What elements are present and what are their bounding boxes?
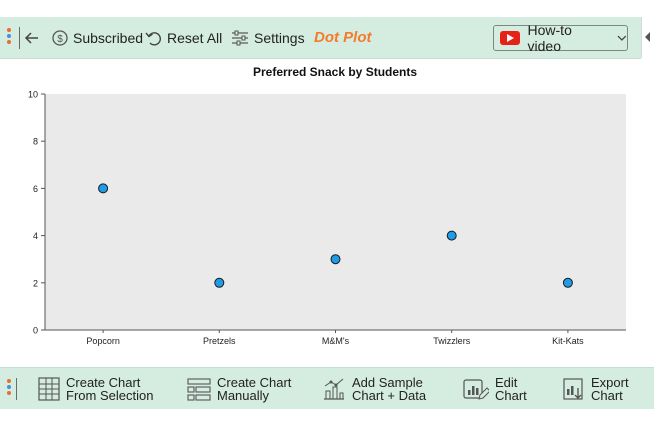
- settings-button[interactable]: Settings: [231, 17, 305, 58]
- y-tick-label: 0: [33, 326, 38, 336]
- export-chart-icon: [563, 377, 583, 400]
- data-point[interactable]: [214, 277, 225, 288]
- top-toolbar: $ Subscribed Reset All Settings Dot Plot…: [0, 17, 641, 59]
- y-tick-label: 10: [28, 90, 38, 100]
- form-list-icon: [187, 377, 211, 401]
- x-tick-label: M&M's: [322, 336, 350, 346]
- y-tick-label: 8: [33, 137, 38, 147]
- data-point[interactable]: [446, 230, 457, 241]
- x-tick-label: Kit-Kats: [552, 336, 584, 346]
- sample-chart-icon: [324, 378, 344, 400]
- y-tick-label: 2: [33, 278, 38, 288]
- export-chart-button[interactable]: Export Chart: [563, 368, 629, 409]
- dot-plot-chart: Preferred Snack by Students 0 2 4 6 8 10 Popco…: [28, 65, 626, 346]
- create-manually-label: Create Chart Manually: [217, 374, 292, 403]
- x-tick-label: Pretzels: [203, 336, 236, 346]
- chevron-down-icon: [617, 35, 627, 41]
- x-tick-label: Popcorn: [86, 336, 120, 346]
- create-from-selection-label: Create Chart From Selection: [66, 374, 154, 403]
- drag-handle-icon[interactable]: [7, 28, 11, 46]
- collapse-panel-button[interactable]: [641, 17, 654, 58]
- data-point[interactable]: [98, 183, 109, 194]
- x-tick-label: Twizzlers: [433, 336, 471, 346]
- toolbar-divider: [19, 27, 20, 49]
- create-chart-from-selection-button[interactable]: Create Chart From Selection: [38, 368, 153, 409]
- arrow-left-icon: [24, 31, 38, 44]
- chart-title: Preferred Snack by Students: [253, 65, 417, 79]
- edit-chart-label: Edit Chart: [495, 374, 527, 403]
- create-chart-manually-button[interactable]: Create Chart Manually: [187, 368, 291, 409]
- subscribed-button[interactable]: $ Subscribed: [52, 17, 143, 58]
- subscribed-label: Subscribed: [73, 29, 144, 46]
- reset-all-label: Reset All: [167, 29, 223, 46]
- y-tick-label: 6: [33, 184, 38, 194]
- edit-chart-icon: [463, 378, 489, 400]
- table-grid-icon: [38, 376, 60, 401]
- toolbar-divider: [16, 378, 17, 400]
- caret-left-icon: [645, 32, 650, 42]
- export-chart-label: Export Chart: [591, 374, 629, 403]
- how-to-video-dropdown[interactable]: How-to video: [493, 22, 628, 54]
- add-sample-label: Add Sample Chart + Data: [352, 374, 427, 403]
- chart-area: Preferred Snack by Students 0 2 4 6 8 10 Popco…: [0, 59, 654, 367]
- drag-handle-icon[interactable]: [7, 379, 11, 397]
- svg-text:$: $: [57, 34, 63, 45]
- sliders-icon: [232, 30, 248, 45]
- undo-icon: [145, 31, 161, 45]
- chart-type-title: Dot Plot: [314, 29, 372, 46]
- how-to-video-label: How-to video: [527, 22, 572, 54]
- dollar-circle-icon: $: [52, 29, 68, 46]
- reset-all-button[interactable]: Reset All: [145, 17, 222, 58]
- back-button[interactable]: [24, 17, 45, 58]
- edit-chart-button[interactable]: Edit Chart: [463, 368, 527, 409]
- y-tick-label: 4: [33, 231, 38, 241]
- bottom-toolbar: Create Chart From Selection Create Chart…: [0, 367, 654, 409]
- data-point[interactable]: [330, 254, 341, 265]
- settings-label: Settings: [254, 29, 305, 46]
- add-sample-chart-button[interactable]: Add Sample Chart + Data: [322, 368, 426, 409]
- youtube-icon: [500, 31, 520, 45]
- plot-area: [45, 94, 626, 330]
- data-point[interactable]: [562, 277, 573, 288]
